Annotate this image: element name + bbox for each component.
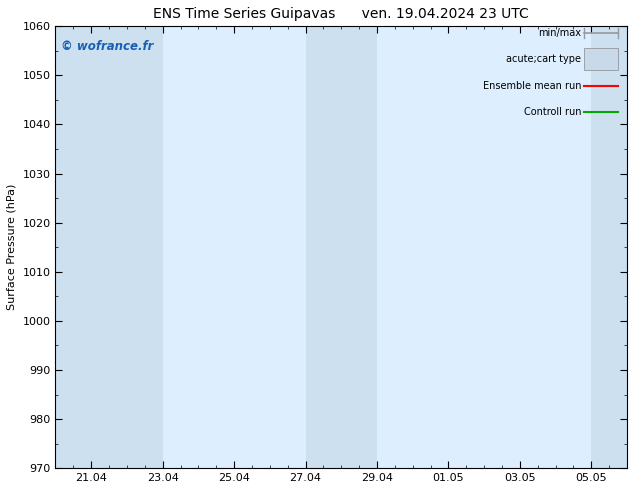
Text: © wofrance.fr: © wofrance.fr — [61, 40, 153, 52]
Text: Ensemble mean run: Ensemble mean run — [483, 81, 581, 91]
Text: Controll run: Controll run — [524, 107, 581, 118]
Text: min/max: min/max — [538, 28, 581, 38]
Y-axis label: Surface Pressure (hPa): Surface Pressure (hPa) — [7, 184, 17, 311]
Text: acute;cart type: acute;cart type — [507, 54, 581, 64]
Bar — [56, 26, 163, 468]
Bar — [592, 26, 627, 468]
Bar — [584, 49, 619, 71]
Title: ENS Time Series Guipavas      ven. 19.04.2024 23 UTC: ENS Time Series Guipavas ven. 19.04.2024… — [153, 7, 529, 21]
Bar — [306, 26, 377, 468]
